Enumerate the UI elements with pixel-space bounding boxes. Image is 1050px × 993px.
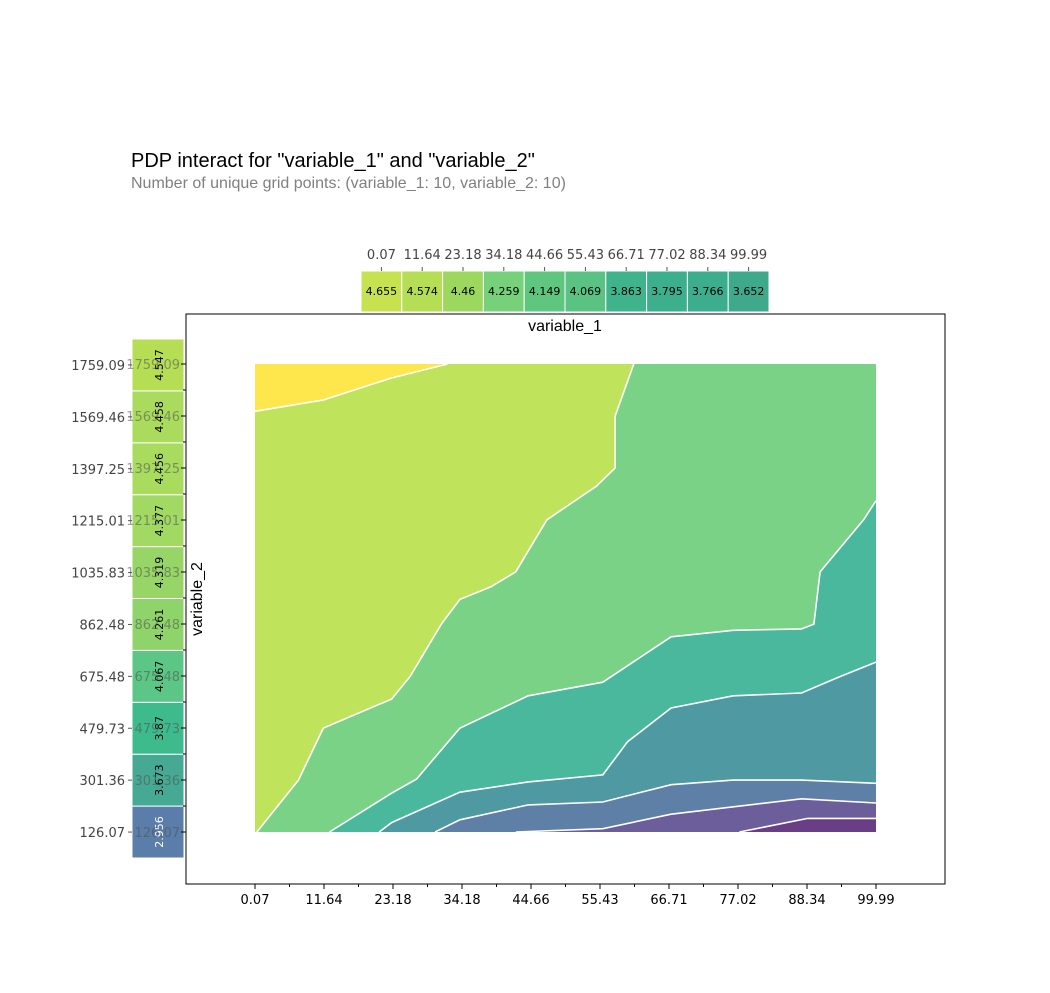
- y-marginal-value: 4.377: [153, 505, 166, 537]
- contour-band: [255, 364, 876, 832]
- chart-subtitle: Number of unique grid points: (variable_…: [131, 175, 566, 192]
- contour-line: [434, 779, 877, 833]
- x-marginal-value: 3.795: [651, 285, 683, 298]
- y-marginal-value: 4.261: [153, 609, 166, 641]
- y-tick-label: 1569.46: [126, 410, 180, 425]
- x-marginal-tick-label: 77.02: [648, 248, 685, 263]
- x-tick-label: 23.18: [374, 893, 411, 908]
- chart-title: PDP interact for "variable_1" and "varia…: [131, 150, 535, 172]
- x-marginal-value: 3.766: [692, 285, 724, 298]
- y-marginal-value: 4.456: [153, 453, 166, 485]
- x-marginal-tick-label: 88.34: [689, 248, 726, 263]
- y-marginal-cell: [131, 649, 185, 703]
- y-marginal-cell: [131, 701, 185, 755]
- x-marginal-tick-label: 23.18: [444, 248, 481, 263]
- x-marginal-cell: [360, 270, 403, 313]
- x-tick-label: 44.66: [512, 893, 549, 908]
- y-marginal-strip: 2.956126.073.673301.363.87479.734.067675…: [71, 338, 185, 859]
- contour-line: [515, 797, 877, 833]
- y-tick-label: 862.48: [135, 618, 181, 633]
- x-marginal-value: 4.574: [406, 285, 438, 298]
- y-marginal-tick-label: 675.48: [80, 670, 126, 685]
- y-marginal-tick-label: 1035.83: [71, 567, 125, 582]
- y-marginal-value: 4.458: [153, 401, 166, 433]
- x-marginal-tick-label: 0.07: [367, 248, 396, 263]
- x-tick-label: 34.18: [443, 893, 480, 908]
- x-marginal-value: 4.149: [529, 285, 561, 298]
- y-marginal-value: 4.319: [153, 557, 166, 589]
- y-tick-label: 1759.09: [126, 358, 180, 373]
- x-tick-label: 55.43: [581, 893, 618, 908]
- y-marginal-tick-label: 1569.46: [71, 411, 125, 426]
- x-marginal-value: 4.069: [570, 285, 602, 298]
- y-tick-label: 126.07: [135, 826, 181, 841]
- contour-line: [329, 500, 877, 833]
- y-marginal-tick-label: 301.36: [80, 774, 126, 789]
- y-marginal-tick-label: 1215.01: [71, 515, 125, 530]
- x-marginal-strip: 4.655 0.07 4.574 11.64 4.46 23.18 4.259 34.18 4.…: [360, 248, 770, 313]
- x-marginal-tick-label: 44.66: [526, 248, 563, 263]
- y-axis-label: variable_2: [189, 562, 206, 636]
- y-tick-label: 1397.25: [126, 462, 180, 477]
- x-marginal-cell: [523, 270, 566, 313]
- y-marginal-value: 2.956: [153, 816, 166, 848]
- y-marginal-value: 4.067: [153, 661, 166, 693]
- x-marginal-value: 4.259: [488, 285, 520, 298]
- x-tick-label: 0.07: [241, 893, 270, 908]
- x-marginal-cell: [727, 270, 770, 313]
- x-marginal-value: 3.863: [610, 285, 642, 298]
- x-tick-label: 11.64: [305, 893, 342, 908]
- contour-line: [739, 817, 876, 833]
- y-marginal-tick-label: 862.48: [80, 618, 126, 633]
- y-tick-label: 301.36: [135, 774, 181, 789]
- y-marginal-value: 3.673: [153, 764, 166, 796]
- x-tick-label: 77.02: [719, 893, 756, 908]
- contour-line: [256, 363, 635, 833]
- x-tick-label: 99.99: [857, 893, 894, 908]
- x-marginal-value: 3.652: [733, 285, 765, 298]
- y-tick-label: 675.48: [135, 670, 181, 685]
- contour-line: [254, 363, 448, 413]
- y-marginal-value: 3.87: [153, 716, 166, 741]
- y-marginal-tick-label: 479.73: [80, 722, 126, 737]
- contour-fill: [254, 363, 877, 833]
- x-marginal-tick-label: 55.43: [567, 248, 604, 263]
- x-marginal-value: 4.46: [451, 285, 476, 298]
- y-tick-label: 479.73: [135, 722, 181, 737]
- y-marginal-tick-label: 1397.25: [71, 463, 125, 478]
- x-marginal-value: 4.655: [366, 285, 398, 298]
- axes: 0.07 11.64 23.18 34.18 44.66 55.43 66.71 77.02 8…: [126, 358, 894, 908]
- y-tick-label: 1035.83: [126, 566, 180, 581]
- x-tick-label: 66.71: [650, 893, 687, 908]
- x-marginal-tick-label: 99.99: [730, 248, 767, 263]
- x-marginal-tick-label: 11.64: [404, 248, 441, 263]
- y-marginal-value: 4.547: [153, 349, 166, 381]
- contour-line: [378, 661, 877, 833]
- x-marginal-tick-label: 66.71: [608, 248, 645, 263]
- y-marginal-cell: [131, 442, 185, 496]
- x-marginal-tick-label: 34.18: [485, 248, 522, 263]
- y-marginal-tick-label: 126.07: [80, 826, 126, 841]
- x-axis-label: variable_1: [528, 318, 602, 335]
- y-tick-label: 1215.01: [126, 514, 180, 529]
- x-tick-label: 88.34: [788, 893, 825, 908]
- y-marginal-tick-label: 1759.09: [71, 359, 125, 374]
